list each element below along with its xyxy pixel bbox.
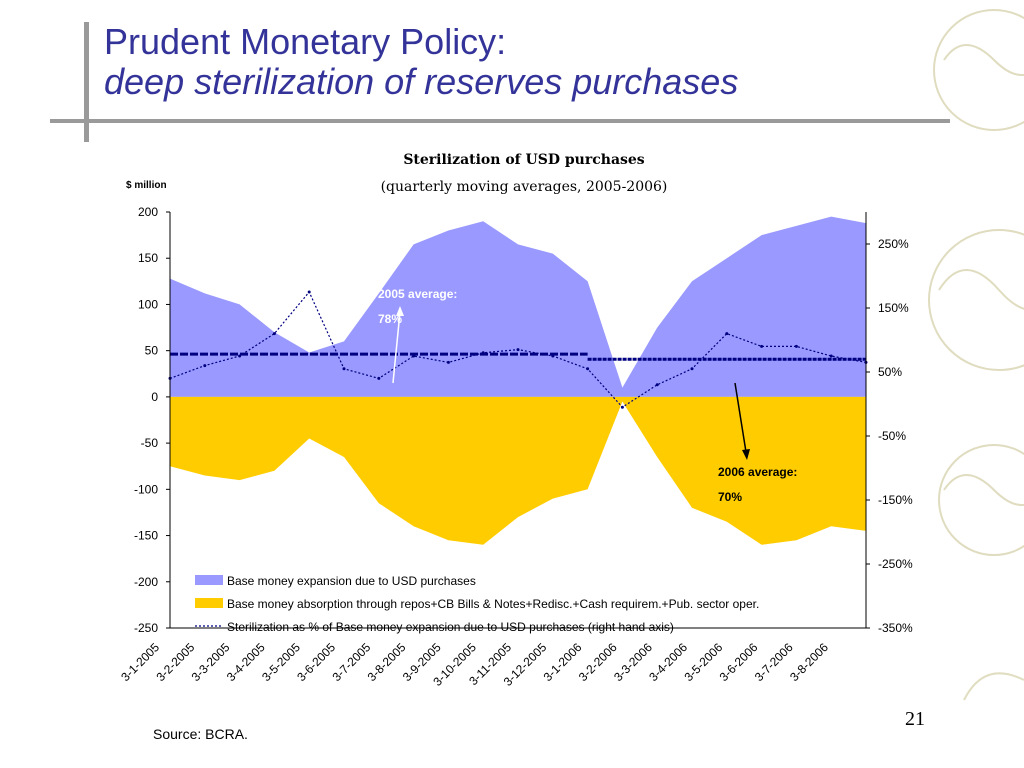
title-horizontal-bar [50, 119, 950, 123]
annotation-2005-arrow [392, 311, 401, 384]
y-tick-label: -100 [134, 482, 158, 496]
y-tick-label: 50 [145, 344, 159, 358]
sterilization-point [307, 290, 311, 294]
legend-label: Base money absorption through repos+CB B… [227, 597, 759, 611]
slide-title-line2: deep sterilization of reserves purchases [104, 61, 739, 102]
annotation-2006-label: 2006 average: [718, 465, 797, 479]
sterilization-point [377, 376, 381, 380]
chart-title: Sterilization of USD purchases [403, 152, 644, 168]
sterilization-point [446, 360, 450, 364]
legend-label: Base money expansion due to USD purchase… [227, 574, 476, 588]
y2-tick-label: -250% [878, 557, 913, 571]
sterilization-point [516, 348, 520, 352]
y2-tick-label: 250% [878, 237, 909, 251]
sterilization-point [794, 344, 798, 348]
x-tick-label: 3-8-2006 [787, 640, 831, 684]
annotation-2006-arrowhead [742, 449, 750, 460]
watermark-decoration [928, 9, 1024, 701]
legend-swatch-expansion [195, 575, 223, 585]
y-tick-label: -150 [134, 529, 158, 543]
sterilization-point [342, 367, 346, 371]
y2-tick-label: 50% [878, 365, 902, 379]
legend-swatch-absorption [195, 598, 223, 608]
y-tick-label: -200 [134, 575, 158, 589]
area-absorption [170, 396, 866, 545]
sterilization-point [203, 364, 207, 368]
y-axis-unit-label: $ million [126, 180, 167, 191]
area-expansion [170, 216, 866, 397]
y-tick-label: 150 [138, 251, 158, 265]
y2-tick-label: -50% [878, 429, 906, 443]
sterilization-point [620, 405, 624, 409]
slide-title: Prudent Monetary Policy: deep sterilizat… [104, 22, 738, 102]
sterilization-point [725, 332, 729, 336]
y2-tick-label: -350% [878, 621, 913, 635]
sterilization-point [760, 344, 764, 348]
sterilization-point [272, 332, 276, 336]
y-tick-label: -250 [134, 621, 158, 635]
y-tick-label: -50 [141, 436, 159, 450]
slide-title-line1: Prudent Monetary Policy: [104, 21, 507, 62]
sterilization-point [690, 367, 694, 371]
sterilization-point [586, 367, 590, 371]
sterilization-point [829, 354, 833, 358]
annotation-2006-arrow [734, 382, 747, 453]
y2-tick-label: 150% [878, 301, 909, 315]
y-tick-label: 100 [138, 297, 158, 311]
annotation-2005-arrowhead [396, 306, 404, 316]
page-number: 21 [905, 708, 925, 730]
chart-subtitle: (quarterly moving averages, 2005-2006) [381, 179, 668, 195]
legend-label: Sterilization as % of Base money expansi… [227, 620, 674, 634]
y-tick-label: 0 [151, 390, 158, 404]
source-note: Source: BCRA. [153, 726, 248, 742]
y2-tick-label: -150% [878, 493, 913, 507]
title-vertical-bar [84, 22, 89, 142]
sterilization-point [655, 383, 659, 387]
annotation-2006-value: 70% [718, 490, 742, 504]
y-tick-label: 200 [138, 205, 158, 219]
annotation-2005-label: 2005 average: [378, 287, 457, 301]
